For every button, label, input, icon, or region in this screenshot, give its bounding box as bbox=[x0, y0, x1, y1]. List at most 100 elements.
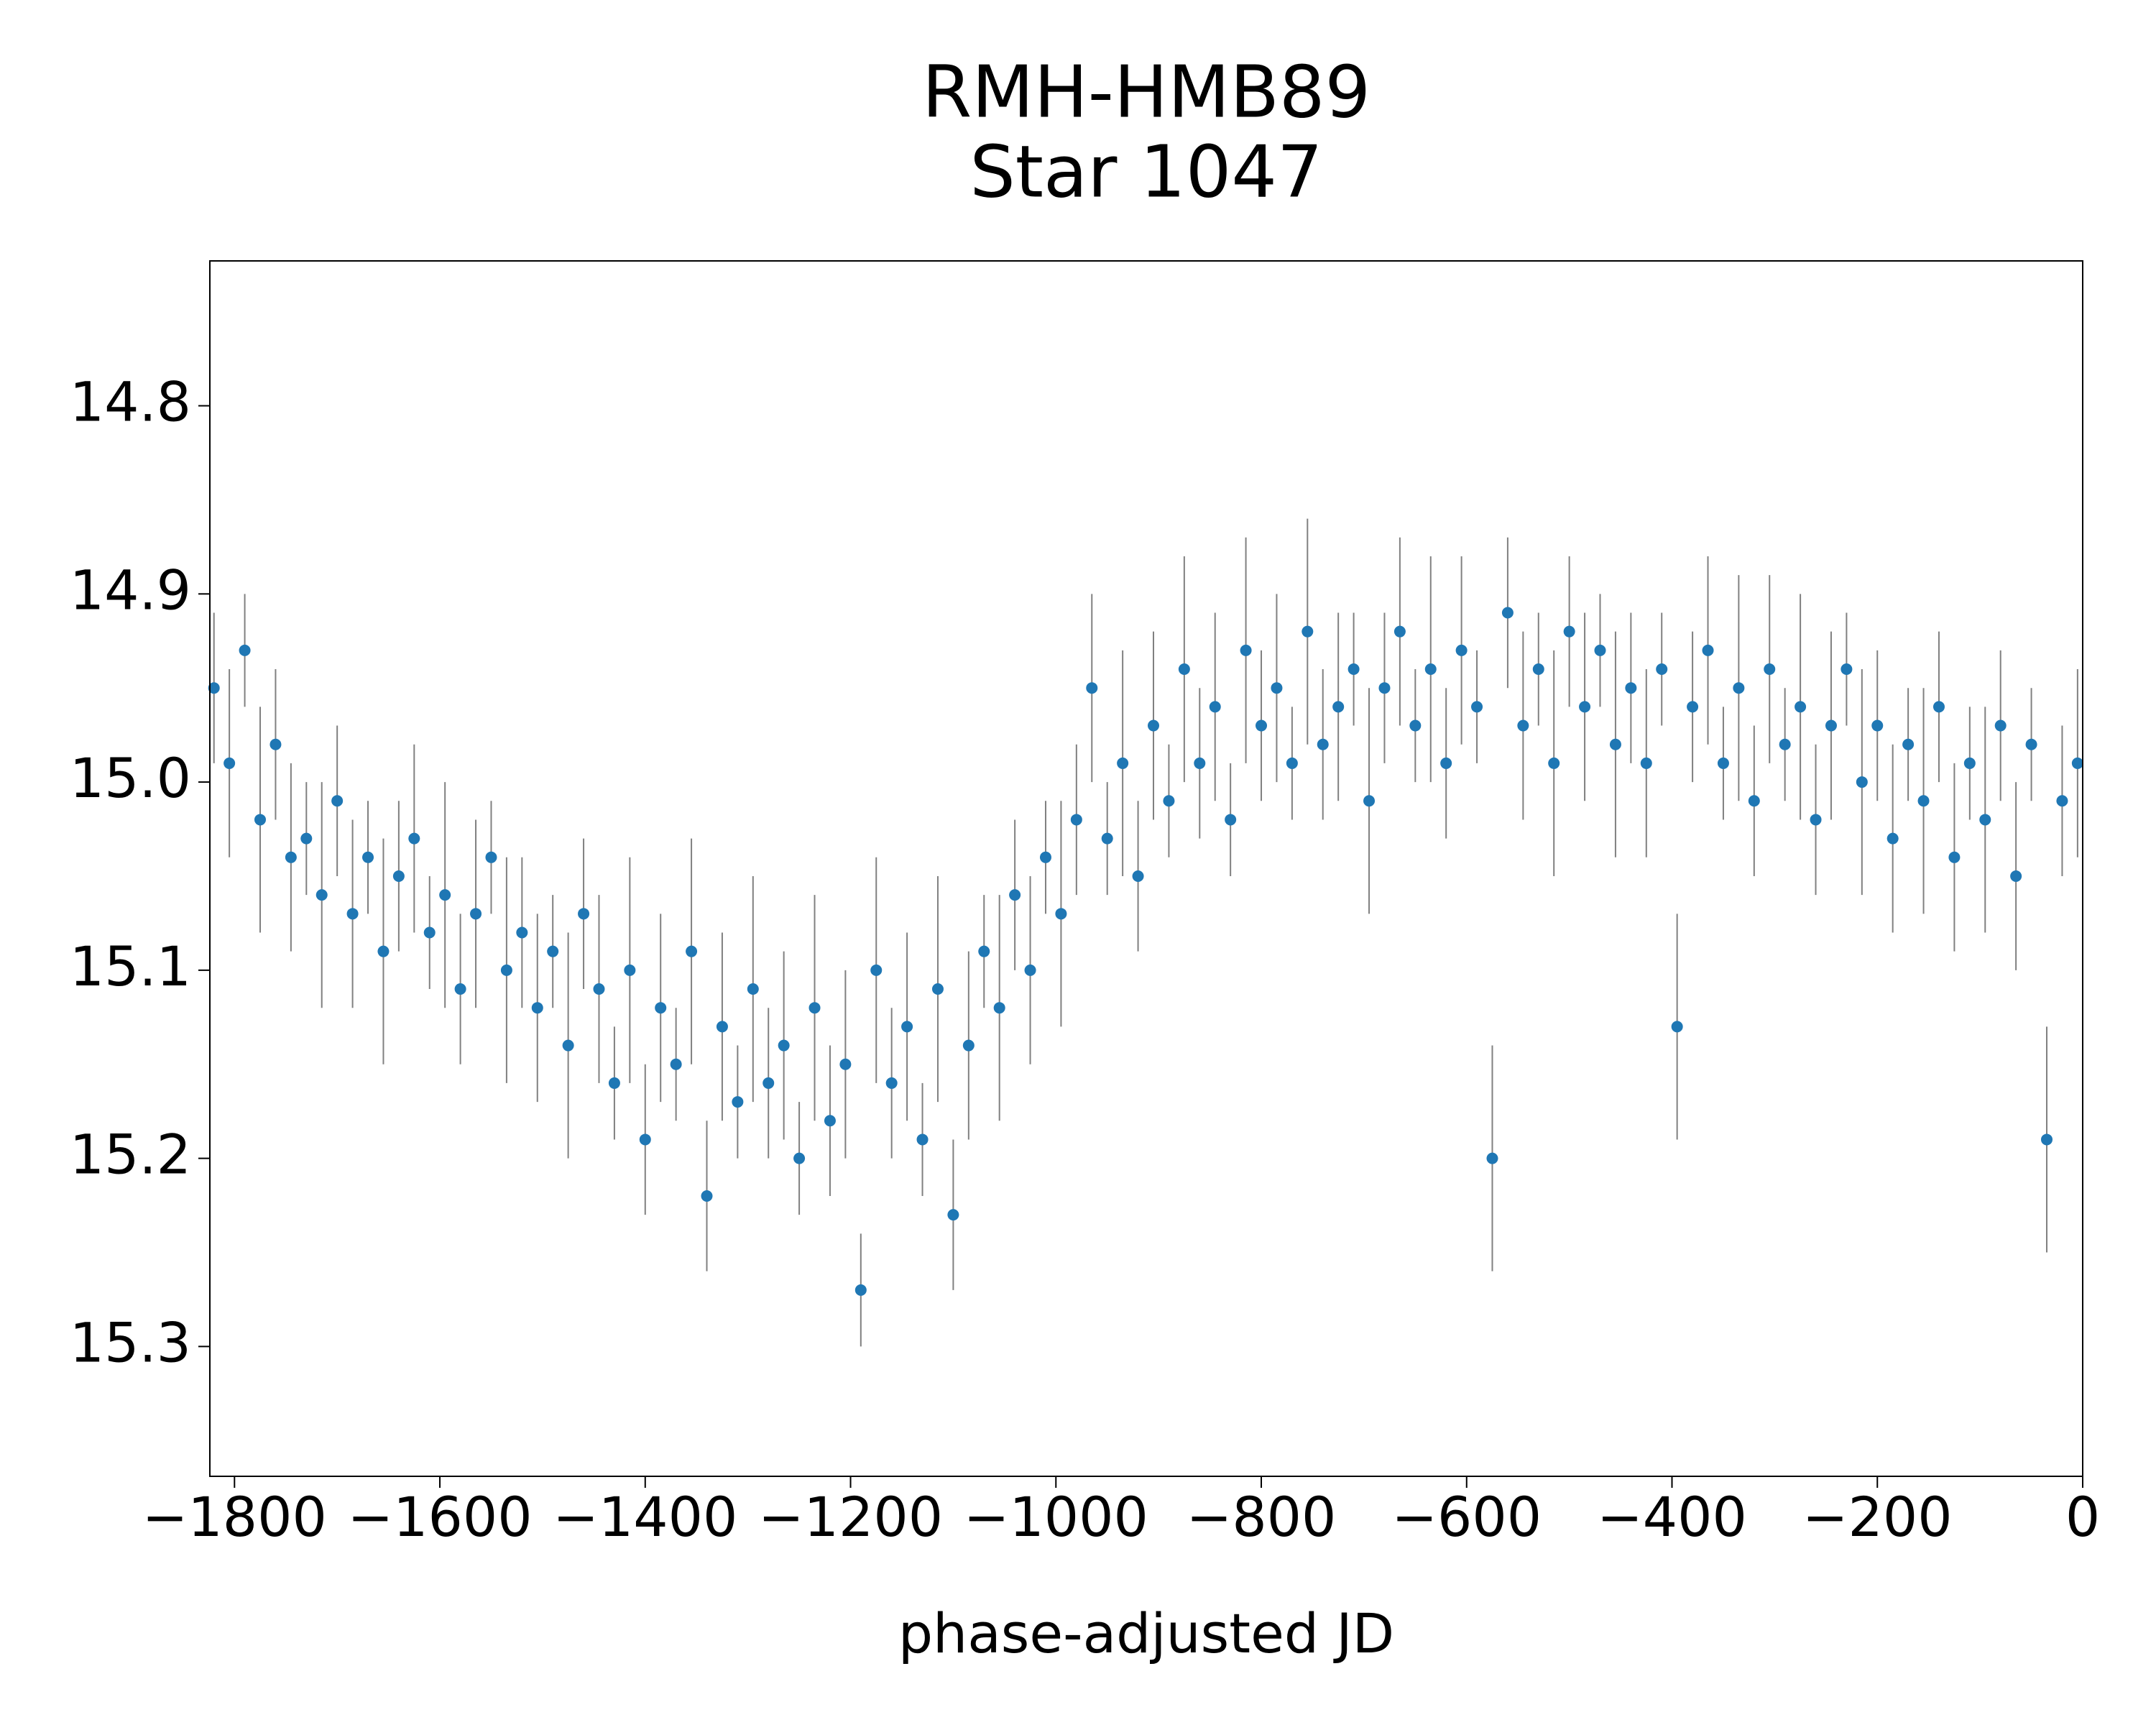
data-point bbox=[1902, 738, 1915, 750]
data-point bbox=[870, 964, 883, 976]
data-point bbox=[1532, 663, 1544, 676]
data-point bbox=[1548, 757, 1560, 769]
data-point bbox=[1671, 1021, 1683, 1033]
data-point bbox=[500, 964, 512, 976]
data-point bbox=[854, 1284, 867, 1296]
data-point bbox=[1841, 663, 1853, 676]
data-point bbox=[1702, 644, 1714, 656]
data-point bbox=[1194, 757, 1206, 769]
data-point bbox=[1317, 738, 1329, 750]
data-point bbox=[1825, 719, 1837, 732]
data-point bbox=[1748, 795, 1760, 807]
data-point bbox=[208, 682, 220, 694]
data-point bbox=[716, 1021, 728, 1033]
x-tick-label: −1600 bbox=[347, 1485, 532, 1549]
data-point bbox=[1363, 795, 1376, 807]
data-point bbox=[624, 964, 636, 976]
data-point bbox=[763, 1077, 775, 1089]
y-tick-label: 15.0 bbox=[70, 746, 191, 810]
data-point bbox=[578, 908, 590, 920]
data-point bbox=[1886, 832, 1899, 845]
data-point bbox=[1764, 663, 1776, 676]
data-point bbox=[1517, 719, 1529, 732]
data-point bbox=[670, 1058, 682, 1070]
data-point bbox=[1070, 814, 1082, 826]
data-point bbox=[408, 832, 420, 845]
data-point bbox=[1055, 908, 1067, 920]
data-point bbox=[392, 870, 405, 882]
data-point bbox=[300, 832, 313, 845]
data-point bbox=[1501, 607, 1514, 619]
data-point bbox=[808, 1002, 821, 1014]
data-point bbox=[1656, 663, 1668, 676]
y-tick-label: 15.2 bbox=[70, 1123, 191, 1187]
data-point bbox=[270, 738, 282, 750]
data-point bbox=[1979, 814, 1991, 826]
y-tick-label: 15.3 bbox=[70, 1310, 191, 1374]
data-point bbox=[1932, 701, 1945, 713]
data-point bbox=[1717, 757, 1729, 769]
data-point bbox=[1486, 1152, 1498, 1164]
data-point bbox=[916, 1133, 929, 1146]
data-point bbox=[331, 795, 344, 807]
data-point bbox=[639, 1133, 651, 1146]
data-point bbox=[824, 1115, 836, 1127]
data-point bbox=[1810, 814, 1822, 826]
data-point bbox=[547, 945, 559, 957]
data-point bbox=[1117, 757, 1129, 769]
data-point bbox=[1795, 701, 1807, 713]
data-point bbox=[1086, 682, 1098, 694]
data-point bbox=[1039, 851, 1051, 863]
data-point bbox=[2056, 795, 2068, 807]
data-point bbox=[747, 983, 759, 995]
data-point bbox=[1209, 701, 1221, 713]
data-point bbox=[1871, 719, 1884, 732]
data-point bbox=[1779, 738, 1791, 750]
data-point bbox=[224, 757, 236, 769]
data-point bbox=[1148, 719, 1160, 732]
data-point bbox=[439, 889, 451, 901]
data-point bbox=[732, 1096, 744, 1108]
data-point bbox=[1440, 757, 1452, 769]
chart-subtitle: Star 1047 bbox=[969, 129, 1322, 213]
data-point bbox=[1609, 738, 1621, 750]
data-point bbox=[947, 1209, 959, 1221]
x-tick-label: 0 bbox=[2065, 1485, 2100, 1549]
data-point bbox=[1024, 964, 1036, 976]
data-point bbox=[608, 1077, 620, 1089]
data-point bbox=[346, 908, 359, 920]
x-tick-label: −1800 bbox=[142, 1485, 327, 1549]
data-point bbox=[315, 889, 328, 901]
data-point bbox=[1856, 776, 1868, 788]
x-tick-label: −600 bbox=[1391, 1485, 1542, 1549]
chart-title: RMH-HMB89 bbox=[922, 50, 1370, 134]
data-point bbox=[701, 1190, 713, 1202]
data-point bbox=[1687, 701, 1699, 713]
data-point bbox=[793, 1152, 806, 1164]
data-point bbox=[1101, 832, 1113, 845]
y-tick-label: 14.9 bbox=[70, 558, 191, 622]
data-point bbox=[1963, 757, 1976, 769]
data-point bbox=[516, 926, 528, 939]
x-tick-label: −1200 bbox=[758, 1485, 943, 1549]
data-point bbox=[2071, 757, 2083, 769]
data-point bbox=[1471, 701, 1483, 713]
data-point bbox=[1132, 870, 1144, 882]
data-point bbox=[562, 1039, 574, 1052]
data-point bbox=[377, 945, 390, 957]
data-point bbox=[1640, 757, 1652, 769]
data-point bbox=[2040, 1133, 2053, 1146]
data-point bbox=[885, 1077, 898, 1089]
x-axis-label: phase-adjusted JD bbox=[898, 1601, 1394, 1665]
data-point bbox=[2010, 870, 2022, 882]
data-point bbox=[1286, 757, 1298, 769]
y-tick-label: 15.1 bbox=[70, 934, 191, 998]
data-point bbox=[362, 851, 374, 863]
data-point bbox=[254, 814, 267, 826]
data-point bbox=[1579, 701, 1591, 713]
data-point bbox=[1348, 663, 1360, 676]
data-point bbox=[485, 851, 497, 863]
x-tick-label: −200 bbox=[1802, 1485, 1953, 1549]
